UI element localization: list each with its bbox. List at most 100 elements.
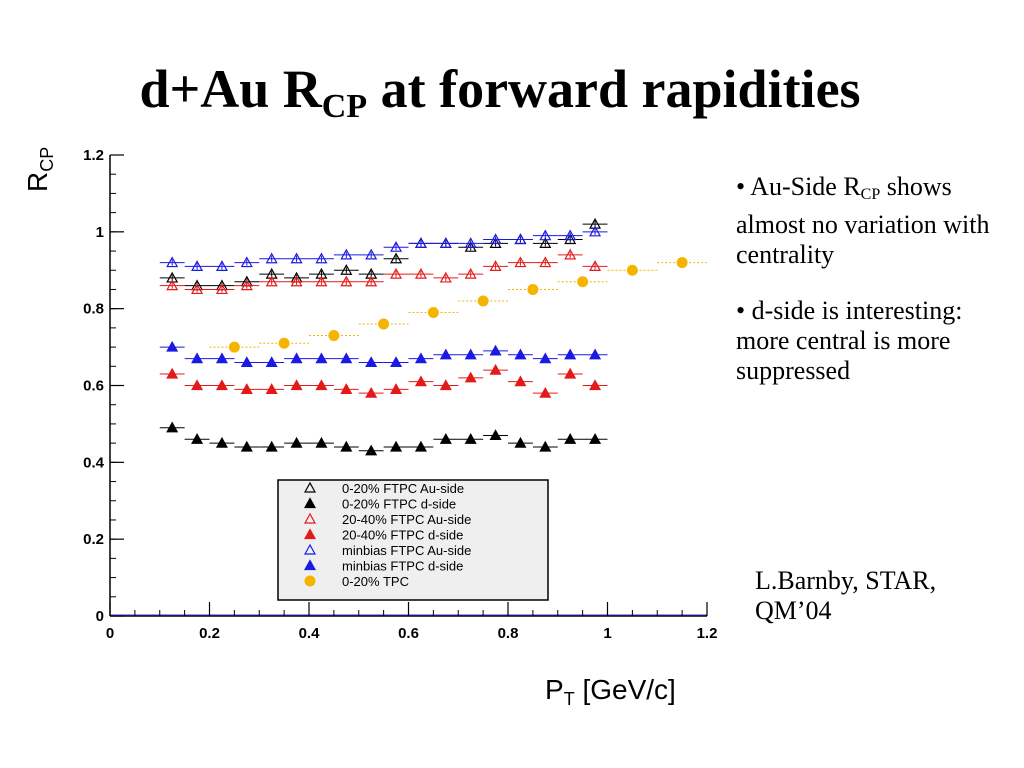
bullet-2: • d-side is interesting: more central is… bbox=[736, 296, 1016, 386]
data-point bbox=[589, 225, 602, 237]
data-point bbox=[265, 275, 278, 287]
data-point bbox=[564, 433, 577, 444]
data-point bbox=[365, 248, 378, 260]
data-point bbox=[589, 260, 602, 272]
data-point bbox=[477, 295, 489, 307]
credit: L.Barnby, STAR, QM’04 bbox=[755, 566, 1015, 626]
data-point bbox=[315, 436, 328, 448]
data-point bbox=[315, 267, 328, 279]
data-point bbox=[378, 318, 390, 330]
data-point bbox=[191, 283, 204, 295]
legend-box bbox=[277, 479, 549, 601]
data-point bbox=[489, 429, 502, 441]
x-tick-label: 1 bbox=[603, 625, 611, 642]
data-point bbox=[439, 237, 452, 248]
bullet-1-pre: • Au-Side R bbox=[736, 172, 861, 201]
data-point bbox=[626, 264, 638, 276]
y-tick-label: 0.6 bbox=[83, 378, 104, 395]
chart-axes: 0 0.2 0.4 0.6 0.8 1 1.2 0 0.2 0.4 0.6 0.8 1 1.2 bbox=[83, 147, 717, 642]
data-point bbox=[290, 275, 303, 287]
data-point bbox=[240, 440, 253, 452]
series-5 bbox=[159, 340, 608, 368]
data-point bbox=[340, 275, 353, 287]
data-point bbox=[390, 383, 403, 394]
data-point bbox=[265, 356, 278, 368]
data-point bbox=[464, 267, 477, 279]
legend-marker bbox=[303, 543, 317, 555]
data-point bbox=[489, 260, 502, 272]
data-point bbox=[464, 240, 477, 252]
data-point bbox=[589, 348, 602, 360]
data-point bbox=[564, 348, 577, 360]
data-point bbox=[439, 433, 452, 444]
data-point bbox=[464, 371, 477, 383]
legend-label: 20-40% FTPC Au-side bbox=[342, 512, 471, 527]
data-point bbox=[340, 264, 353, 275]
data-point bbox=[228, 341, 240, 353]
data-point bbox=[166, 256, 179, 268]
y-tick-label: 0.4 bbox=[83, 454, 105, 471]
data-point bbox=[514, 256, 527, 268]
data-point bbox=[365, 275, 378, 287]
title-rest: at forward rapidities bbox=[367, 59, 861, 119]
bullet-list: • Au-Side RCP shows almost no variation … bbox=[736, 172, 1016, 412]
data-point bbox=[514, 436, 527, 448]
data-point bbox=[265, 267, 278, 279]
data-point bbox=[240, 383, 253, 394]
data-point bbox=[539, 440, 552, 452]
data-point bbox=[240, 279, 253, 291]
x-tick-label: 0.6 bbox=[398, 625, 419, 642]
data-point bbox=[514, 348, 527, 360]
legend-label: 0-20% FTPC d-side bbox=[342, 497, 456, 512]
legend-label: 0-20% TPC bbox=[342, 574, 409, 589]
x-tick-label: 0 bbox=[106, 625, 114, 642]
data-point bbox=[290, 252, 303, 264]
x-axis-title-rest: [GeV/c] bbox=[574, 674, 676, 705]
series-2 bbox=[159, 248, 608, 295]
data-point bbox=[489, 363, 502, 375]
y-tick-label: 0.2 bbox=[83, 531, 104, 548]
data-point bbox=[340, 248, 353, 260]
legend-marker bbox=[304, 575, 316, 587]
y-tick-label: 0 bbox=[96, 608, 104, 625]
data-point bbox=[166, 421, 179, 433]
legend-marker bbox=[303, 512, 317, 524]
data-point bbox=[240, 356, 253, 368]
data-point bbox=[464, 348, 477, 360]
data-point bbox=[215, 260, 228, 272]
data-point bbox=[527, 283, 539, 295]
data-point bbox=[290, 436, 303, 448]
data-point bbox=[589, 379, 602, 391]
data-point bbox=[315, 252, 328, 264]
data-point bbox=[166, 367, 179, 379]
series-3 bbox=[159, 363, 608, 398]
data-point bbox=[166, 340, 179, 352]
data-point bbox=[464, 237, 477, 248]
data-point bbox=[414, 375, 427, 387]
y-tick-label: 0.8 bbox=[83, 301, 104, 318]
legend-label: minbias FTPC d-side bbox=[342, 559, 463, 574]
data-point bbox=[240, 256, 253, 268]
data-point bbox=[414, 440, 427, 452]
data-point bbox=[439, 271, 452, 283]
bullet-1: • Au-Side RCP shows almost no variation … bbox=[736, 172, 1016, 270]
data-point bbox=[191, 352, 204, 364]
data-point bbox=[215, 379, 228, 391]
series-6 bbox=[209, 257, 707, 353]
data-point bbox=[328, 330, 340, 342]
x-axis-title-main: P bbox=[545, 674, 564, 705]
data-point bbox=[390, 252, 403, 264]
bullet-1-post: shows almost no variation with centralit… bbox=[736, 172, 990, 269]
chart-series bbox=[159, 217, 707, 456]
data-point bbox=[564, 233, 577, 245]
data-point bbox=[265, 252, 278, 264]
data-point bbox=[215, 283, 228, 295]
data-point bbox=[427, 307, 439, 319]
data-point bbox=[191, 260, 204, 272]
data-point bbox=[489, 344, 502, 356]
data-point bbox=[676, 257, 688, 269]
data-point bbox=[215, 436, 228, 448]
data-point bbox=[564, 367, 577, 379]
data-point bbox=[539, 352, 552, 364]
